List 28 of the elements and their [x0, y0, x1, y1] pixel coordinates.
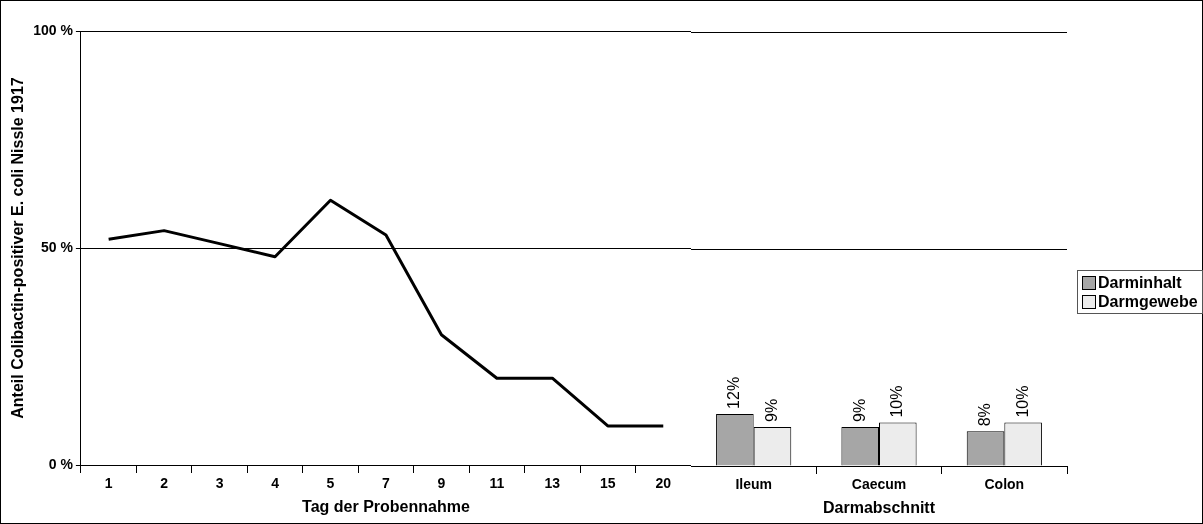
y-tick-label: 50 % — [40, 238, 74, 255]
x-tick-label: 3 — [215, 475, 224, 492]
y-tick-label: 0 % — [48, 455, 74, 472]
y-axis-title: Anteil Colibactin-positiver E. coli Nissle 1917 — [9, 77, 27, 419]
data-label: 8% — [975, 403, 993, 427]
x-axis-title: Darmabschnitt — [822, 498, 936, 516]
y-tick-label: 100 % — [33, 21, 74, 38]
x-tick-label: 7 — [382, 475, 391, 492]
x-tick-label: 1 — [104, 475, 113, 492]
x-tick-label: 20 — [655, 475, 672, 492]
x-tick-label: Ileum — [735, 476, 772, 493]
x-tick-label: 15 — [600, 475, 616, 492]
data-label: 9% — [850, 398, 868, 422]
x-tick-label: 13 — [544, 475, 561, 492]
x-tick-label: 2 — [160, 475, 169, 492]
x-tick-label: 4 — [271, 475, 280, 492]
data-label: 12% — [725, 376, 743, 409]
legend-label: Darminhalt — [1098, 273, 1182, 292]
x-tick-label: Caecum — [851, 476, 907, 493]
x-tick-label: 11 — [489, 475, 505, 492]
x-tick-label: Colon — [984, 476, 1025, 493]
legend-label: Darmgewebe — [1098, 292, 1198, 311]
data-label: 10% — [1013, 385, 1031, 418]
x-tick-label: 9 — [437, 475, 446, 492]
data-label: 9% — [762, 398, 780, 422]
x-tick-label: 5 — [326, 475, 335, 492]
data-label: 10% — [888, 385, 906, 418]
x-axis-title: Tag der Probennahme — [302, 497, 470, 515]
